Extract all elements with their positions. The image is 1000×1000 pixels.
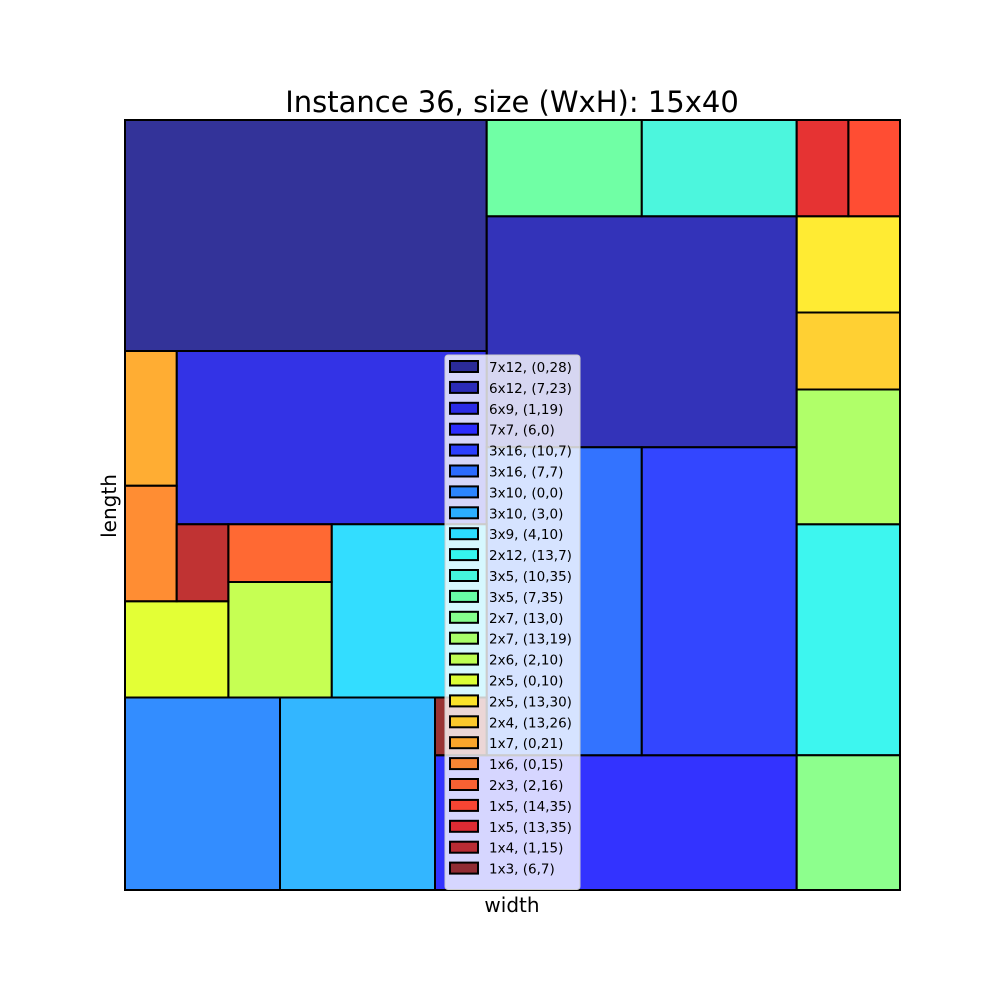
packed-rect (795, 119, 850, 218)
packed-rect (640, 446, 798, 757)
packed-rect (124, 350, 178, 487)
legend-swatch (449, 485, 479, 499)
legend-label: 2x7, (13,0) (489, 611, 563, 627)
packed-rect (795, 215, 902, 314)
legend-label: 7x12, (0,28) (489, 360, 572, 376)
x-axis-label: width (484, 893, 539, 917)
legend-label: 6x12, (7,23) (489, 381, 572, 397)
y-axis-label: length (97, 474, 121, 538)
packed-rect (227, 523, 333, 583)
legend-label: 1x5, (13,35) (489, 820, 572, 836)
legend-label: 3x10, (3,0) (489, 506, 563, 522)
legend-label: 1x5, (14,35) (489, 799, 572, 815)
legend-swatch (449, 589, 479, 603)
legend-label: 3x9, (4,10) (489, 527, 563, 543)
legend-swatch (449, 527, 479, 541)
legend-label: 6x9, (1,19) (489, 402, 563, 418)
legend-swatch (449, 736, 479, 750)
legend-swatch (449, 861, 479, 875)
legend-label: 7x7, (6,0) (489, 423, 555, 439)
legend-swatch (449, 715, 479, 729)
legend: 7x12, (0,28) 6x12, (7,23) 6x9, (1,19) 7x7, … (444, 354, 581, 890)
legend-label: 2x4, (13,26) (489, 715, 572, 731)
packed-rect (175, 350, 488, 526)
legend-swatch (449, 506, 479, 520)
packed-rect (795, 754, 902, 891)
legend-label: 2x5, (13,30) (489, 694, 572, 710)
packed-rect (279, 696, 436, 891)
legend-swatch (449, 610, 479, 624)
legend-label: 1x4, (1,15) (489, 841, 563, 857)
packed-rect (175, 523, 230, 603)
legend-swatch (449, 631, 479, 645)
legend-label: 1x3, (6,7) (489, 862, 555, 878)
chart-title: Instance 36, size (WxH): 15x40 (285, 85, 739, 119)
legend-label: 3x16, (7,7) (489, 465, 563, 481)
legend-label: 2x3, (2,16) (489, 778, 563, 794)
packed-rect (124, 119, 488, 352)
packed-rect (485, 119, 643, 218)
packed-rect (124, 696, 281, 891)
legend-swatch (449, 694, 479, 708)
legend-swatch (449, 422, 479, 436)
packed-rect (795, 311, 902, 391)
legend-swatch (449, 360, 479, 373)
legend-swatch (449, 380, 479, 394)
legend-label: 2x6, (2,10) (489, 653, 563, 669)
legend-label: 3x5, (7,35) (489, 590, 563, 606)
legend-swatch (449, 401, 479, 415)
legend-label: 2x7, (13,19) (489, 632, 572, 648)
legend-swatch (449, 464, 479, 478)
legend-swatch (449, 840, 479, 854)
legend-label: 3x10, (0,0) (489, 485, 563, 501)
packed-rect (795, 388, 902, 526)
legend-swatch (449, 757, 479, 771)
legend-label: 3x16, (10,7) (489, 444, 572, 460)
packed-rect (227, 581, 333, 699)
packed-rect (124, 484, 178, 603)
legend-label: 2x12, (13,7) (489, 548, 572, 564)
legend-swatch (449, 652, 479, 666)
packed-rect (124, 600, 230, 699)
packed-rect (847, 119, 901, 218)
legend-swatch (449, 548, 479, 562)
legend-swatch (449, 443, 479, 457)
legend-label: 1x7, (0,21) (489, 736, 563, 752)
legend-swatch (449, 798, 479, 812)
packed-rect (640, 119, 798, 218)
legend-swatch (449, 569, 479, 582)
legend-label: 1x6, (0,15) (489, 757, 563, 773)
legend-label: 2x5, (0,10) (489, 674, 563, 690)
legend-swatch (449, 673, 479, 687)
legend-swatch (449, 778, 479, 791)
packed-rect (795, 523, 902, 757)
legend-swatch (449, 819, 479, 833)
legend-label: 3x5, (10,35) (489, 569, 572, 585)
